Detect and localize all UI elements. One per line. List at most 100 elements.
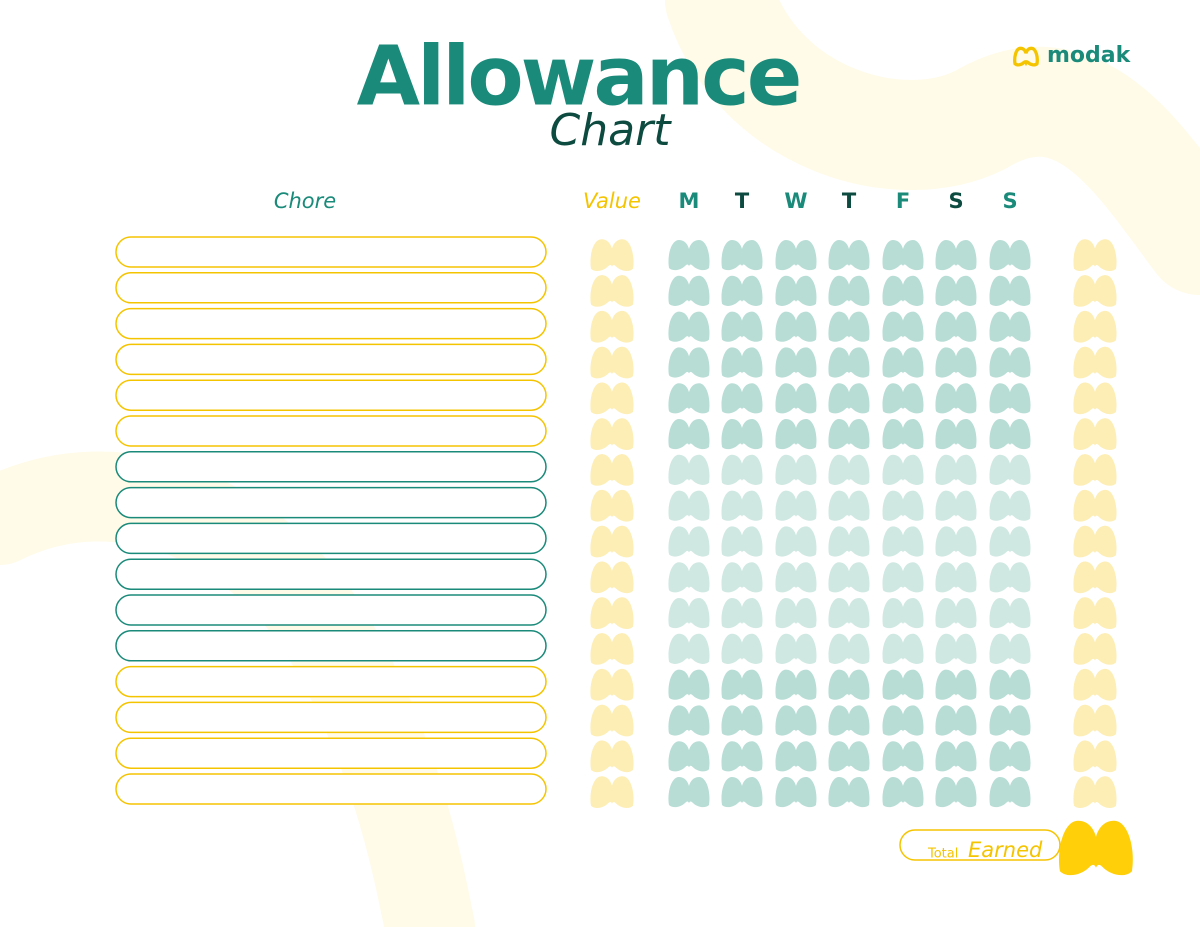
day-blob xyxy=(775,526,817,557)
day-blob xyxy=(828,454,870,485)
day-blob xyxy=(775,311,817,342)
day-blob xyxy=(828,777,870,808)
value-blob xyxy=(590,525,634,558)
subtitle: Chart xyxy=(550,105,673,156)
chore-field xyxy=(115,773,547,805)
total-blob xyxy=(1073,525,1117,558)
day-header: M xyxy=(679,189,700,213)
day-blob xyxy=(775,454,817,485)
day-blob xyxy=(882,240,924,271)
day-blob xyxy=(721,311,763,342)
day-blob xyxy=(668,347,710,378)
day-blob xyxy=(775,705,817,736)
chore-field xyxy=(115,630,547,662)
day-blob xyxy=(989,741,1031,772)
day-blob xyxy=(775,598,817,629)
day-blob xyxy=(989,633,1031,664)
day-blob xyxy=(721,705,763,736)
day-blob xyxy=(721,490,763,521)
day-blob xyxy=(989,240,1031,271)
day-blob xyxy=(828,741,870,772)
day-blob xyxy=(721,419,763,450)
day-blob xyxy=(775,777,817,808)
day-blob xyxy=(935,240,977,271)
day-blob xyxy=(882,598,924,629)
chore-field xyxy=(115,486,547,519)
day-blob xyxy=(882,526,924,557)
value-blob xyxy=(590,633,634,665)
day-blob xyxy=(668,705,710,736)
day-blob xyxy=(721,526,763,557)
day-blob xyxy=(935,669,977,700)
day-header: F xyxy=(896,189,910,213)
chore-field xyxy=(115,701,547,734)
day-blob xyxy=(935,383,977,414)
day-blob xyxy=(935,633,977,664)
day-blob xyxy=(935,598,977,629)
day-blob xyxy=(935,777,977,808)
chore-field xyxy=(115,522,547,555)
day-blob xyxy=(828,383,870,414)
day-blob xyxy=(935,490,977,521)
value-blob xyxy=(590,668,634,701)
day-blob xyxy=(882,705,924,736)
total-blob xyxy=(1073,704,1117,737)
day-blob xyxy=(882,490,924,521)
day-header: S xyxy=(1002,189,1017,213)
day-blob xyxy=(828,598,870,629)
value-blob xyxy=(590,597,634,629)
chore-field xyxy=(115,737,547,769)
day-blob xyxy=(721,562,763,593)
chore-field xyxy=(115,451,547,483)
day-blob xyxy=(721,669,763,700)
day-blob xyxy=(775,383,817,414)
day-blob xyxy=(828,669,870,700)
day-blob xyxy=(882,454,924,485)
day-blob xyxy=(721,383,763,414)
total-blob xyxy=(1073,668,1117,701)
day-blob xyxy=(989,383,1031,414)
day-blob xyxy=(668,633,710,664)
day-blob xyxy=(989,454,1031,485)
day-blob xyxy=(721,741,763,772)
day-blob xyxy=(882,741,924,772)
chore-field xyxy=(115,379,547,411)
chore-field xyxy=(115,558,547,590)
day-blob xyxy=(775,741,817,772)
day-blob xyxy=(935,419,977,450)
day-blob xyxy=(721,347,763,378)
day-blob xyxy=(935,741,977,772)
day-blob xyxy=(775,240,817,271)
day-blob xyxy=(882,633,924,664)
day-blob xyxy=(775,490,817,521)
day-blob xyxy=(721,454,763,485)
day-blob xyxy=(828,311,870,342)
total-blob xyxy=(1073,454,1117,486)
brand-name: modak xyxy=(1047,43,1132,68)
day-header: W xyxy=(784,189,807,213)
day-blob xyxy=(828,562,870,593)
value-header: Value xyxy=(583,189,641,213)
day-blob xyxy=(935,526,977,557)
day-blob xyxy=(828,347,870,378)
chore-field xyxy=(115,594,547,626)
day-blob xyxy=(882,311,924,342)
brand-logo: modak xyxy=(1013,43,1132,68)
day-blob xyxy=(721,240,763,271)
day-blob xyxy=(668,669,710,700)
total-earned: Earned xyxy=(968,838,1043,862)
day-blob xyxy=(989,419,1031,450)
day-blob xyxy=(668,383,710,414)
day-blob xyxy=(775,419,817,450)
total-blob xyxy=(1073,489,1117,522)
total-blob xyxy=(1073,597,1117,629)
value-blob xyxy=(590,561,634,594)
chore-field xyxy=(115,343,547,376)
day-blob xyxy=(775,347,817,378)
title: Allowance xyxy=(357,29,800,124)
day-blob xyxy=(668,598,710,629)
day-blob xyxy=(989,311,1031,342)
day-blob xyxy=(668,562,710,593)
total-blob xyxy=(1073,382,1117,415)
